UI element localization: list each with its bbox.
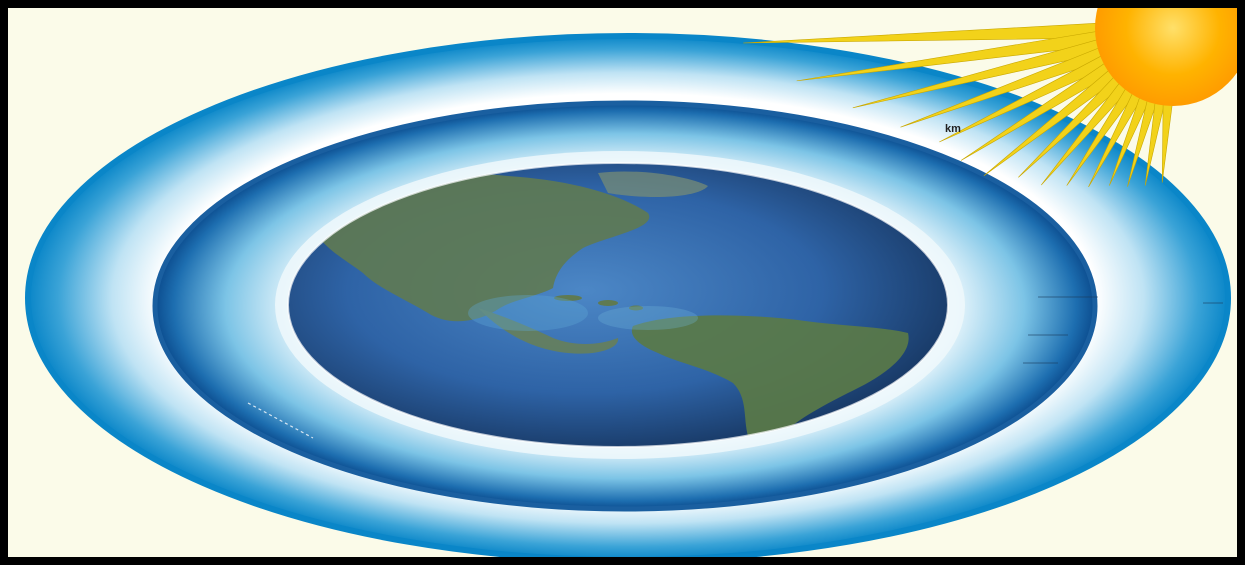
ring-markings <box>1023 296 1223 364</box>
north-america-landmass <box>308 173 650 322</box>
sun-core <box>1095 8 1237 106</box>
dashed-marker-line <box>247 402 314 439</box>
earth-globe-icon <box>287 162 949 448</box>
altitude-label: km <box>945 123 961 135</box>
south-america-landmass <box>631 315 909 446</box>
sun-icon <box>743 8 1237 188</box>
earth-atmosphere-illustration: km <box>25 8 1237 557</box>
inner-ring-edge <box>152 100 1098 512</box>
central-america-landmass <box>478 308 619 354</box>
outer-ring-edge <box>25 33 1231 557</box>
